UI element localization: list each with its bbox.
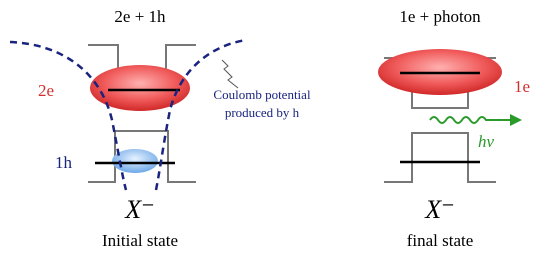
- symbol: X⁻: [424, 195, 455, 224]
- electron-label: 2e: [38, 81, 54, 100]
- photon-arrow: [510, 114, 522, 126]
- photon-label: hν: [478, 132, 495, 151]
- page: 2e + 1h 2e 1h Coulomb potential produced…: [0, 0, 542, 257]
- title: 2e + 1h: [114, 7, 166, 26]
- pointer: [222, 60, 238, 88]
- caption: final state: [407, 231, 474, 250]
- diagram: 2e + 1h 2e 1h Coulomb potential produced…: [0, 0, 542, 257]
- electron-cloud: [90, 65, 190, 111]
- photon: [430, 117, 512, 123]
- title: 1e + photon: [399, 7, 481, 26]
- symbol: X⁻: [124, 195, 155, 224]
- electron-label: 1e: [514, 77, 530, 96]
- caption: Initial state: [102, 231, 178, 250]
- annotation: Coulomb potential: [213, 87, 311, 102]
- hole-label: 1h: [55, 153, 73, 172]
- annotation: produced by h: [225, 105, 300, 120]
